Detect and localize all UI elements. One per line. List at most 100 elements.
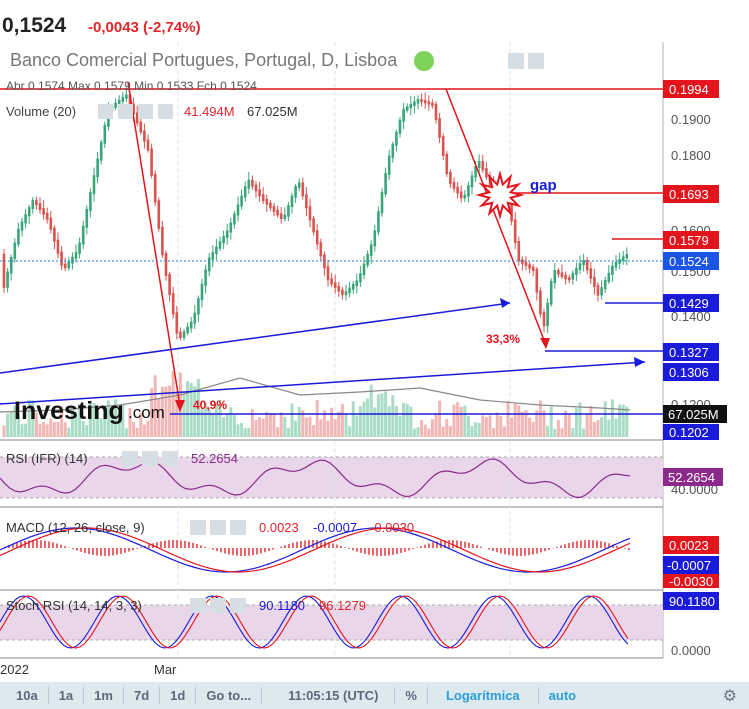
candle-body <box>103 124 107 144</box>
gear-icon[interactable] <box>142 451 158 466</box>
candle-body <box>121 96 125 102</box>
format-icon[interactable] <box>138 104 153 119</box>
gear-icon[interactable] <box>210 598 226 613</box>
volume-value-1: 41.494M <box>184 104 235 119</box>
gap-starburst-icon <box>475 170 525 220</box>
candle-body <box>31 199 35 209</box>
volume-bar <box>484 417 488 437</box>
channel-line-lower[interactable] <box>0 361 646 405</box>
percent-toggle[interactable]: % <box>405 688 417 703</box>
range-1m-button[interactable]: 1m <box>94 688 113 703</box>
volume-bar <box>218 399 222 437</box>
trend-line-drop1[interactable] <box>127 81 181 407</box>
macd-line <box>0 527 631 573</box>
gear-icon[interactable] <box>118 104 133 119</box>
candle-body <box>27 207 31 217</box>
candle-body <box>182 331 186 339</box>
macd-histogram-bar <box>384 548 386 556</box>
range-10y-button[interactable]: 10a <box>16 688 38 703</box>
range-7d-button[interactable]: 7d <box>133 688 150 703</box>
stoch-tag: 90.1180 <box>669 594 715 609</box>
candle-body <box>171 293 175 315</box>
time-axis-mar: Mar <box>154 662 177 677</box>
volume-bar <box>373 407 377 437</box>
volume-bar <box>67 427 71 437</box>
volume-bar <box>222 417 226 437</box>
gear-icon[interactable] <box>210 520 226 535</box>
trend-line-drop2[interactable] <box>445 88 547 346</box>
macd-histogram-bar <box>200 545 202 548</box>
macd-histogram-bar <box>452 540 454 548</box>
volume-bar <box>459 406 463 437</box>
macd-histogram-bar <box>436 541 438 548</box>
volume-bar <box>60 406 64 437</box>
macd-histogram-bar <box>520 548 522 556</box>
volume-bar <box>308 416 312 437</box>
price-tag: 0.1579 <box>669 233 709 248</box>
gear-icon[interactable] <box>528 53 544 69</box>
price-chart[interactable]: gap 40,9% 33,3% Investing .com Banco Com… <box>0 42 749 682</box>
macd-histogram-bar <box>388 548 390 556</box>
volume-bar <box>578 402 582 437</box>
volume-bar <box>286 428 290 437</box>
price-tag: 0.1429 <box>669 296 709 311</box>
macd-histogram-bar <box>460 540 462 548</box>
candle-body <box>290 195 294 208</box>
eye-icon[interactable] <box>190 520 206 535</box>
chart-area[interactable]: gap 40,9% 33,3% Investing .com Banco Com… <box>0 42 749 682</box>
close-icon[interactable] <box>230 598 246 613</box>
macd-histogram-bar <box>536 548 538 554</box>
volume-bar <box>240 422 244 437</box>
volume-bar <box>456 402 460 437</box>
candle-body <box>211 252 215 260</box>
range-1y-button[interactable]: 1a <box>58 688 74 703</box>
volume-bar <box>420 420 424 437</box>
macd-histogram-bar <box>616 545 618 548</box>
close-icon[interactable] <box>162 451 178 466</box>
auto-scale-toggle[interactable]: auto <box>548 688 577 703</box>
macd-histogram-bar <box>612 544 614 548</box>
close-icon[interactable] <box>158 104 173 119</box>
volume-bar <box>427 428 431 437</box>
candle-body <box>611 265 614 275</box>
macd-histogram-bar <box>444 540 446 548</box>
macd-histogram-bar <box>596 540 598 548</box>
candle-body <box>517 241 521 262</box>
log-scale-toggle[interactable]: Logarítmica <box>445 688 520 703</box>
volume-bar <box>567 414 571 437</box>
candle-body <box>521 259 524 264</box>
symbol-title: Banco Comercial Portugues, Portugal, D, … <box>10 50 398 70</box>
volume-bar <box>333 418 337 437</box>
candle-body <box>189 321 193 329</box>
close-icon[interactable] <box>230 520 246 535</box>
candle-body <box>467 185 470 197</box>
volume-bar <box>265 411 269 437</box>
candle-body <box>272 206 276 212</box>
candle-body <box>24 214 27 224</box>
eye-icon[interactable] <box>190 598 206 613</box>
eye-icon[interactable] <box>98 104 113 119</box>
channel-line-upper[interactable] <box>0 302 511 374</box>
candle-body <box>449 172 452 184</box>
volume-tag: 67.025M <box>668 407 719 422</box>
go-to-button[interactable]: Go to... <box>206 688 252 703</box>
volume-bar <box>430 419 434 437</box>
gear-icon[interactable]: ⚙ <box>722 687 737 705</box>
volume-bar <box>283 416 287 437</box>
candle-body <box>49 217 53 230</box>
macd-signal-line <box>0 527 631 573</box>
eye-icon[interactable] <box>122 451 138 466</box>
candle-body <box>607 272 611 282</box>
macd-histogram-bar <box>112 548 114 556</box>
macd-histogram-bar <box>248 548 250 556</box>
macd-histogram-bar <box>188 541 190 548</box>
arrow-head-icon <box>500 298 510 308</box>
candle-body <box>35 199 38 206</box>
candle-body <box>38 203 42 211</box>
volume-bar <box>596 420 600 437</box>
macd-histogram-bar <box>204 546 206 548</box>
macd-histogram-bar <box>312 540 314 548</box>
range-1d-button[interactable]: 1d <box>170 688 186 703</box>
bottom-toolbar: 10a 1a 1m 7d 1d Go to... 11:05:15 (UTC) … <box>0 682 749 709</box>
eye-icon[interactable] <box>508 53 524 69</box>
